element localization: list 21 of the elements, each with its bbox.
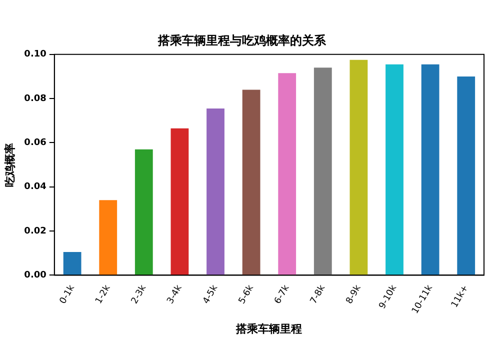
- chart-title: 搭乘车辆里程与吃鸡概率的关系: [157, 33, 327, 48]
- bar: [63, 252, 82, 275]
- bar: [134, 149, 153, 275]
- bar: [314, 68, 332, 275]
- bar: [386, 64, 404, 275]
- y-tick-label: 0.10: [24, 50, 46, 60]
- bar: [350, 60, 368, 275]
- y-tick-label: 0.00: [24, 270, 46, 281]
- y-axis-title: 吃鸡概率: [3, 142, 16, 187]
- y-tick-label: 0.06: [24, 138, 46, 148]
- y-tick-label: 0.02: [24, 226, 46, 236]
- bar: [421, 64, 440, 275]
- bar: [242, 90, 260, 275]
- bar: [457, 76, 476, 275]
- bar: [170, 128, 189, 275]
- y-tick-label: 0.08: [24, 94, 46, 104]
- bar: [278, 73, 296, 275]
- y-tick-label: 0.04: [24, 182, 46, 192]
- bar: [99, 200, 118, 275]
- x-axis-title: 搭乘车辆里程: [235, 322, 302, 336]
- bar: [206, 108, 224, 275]
